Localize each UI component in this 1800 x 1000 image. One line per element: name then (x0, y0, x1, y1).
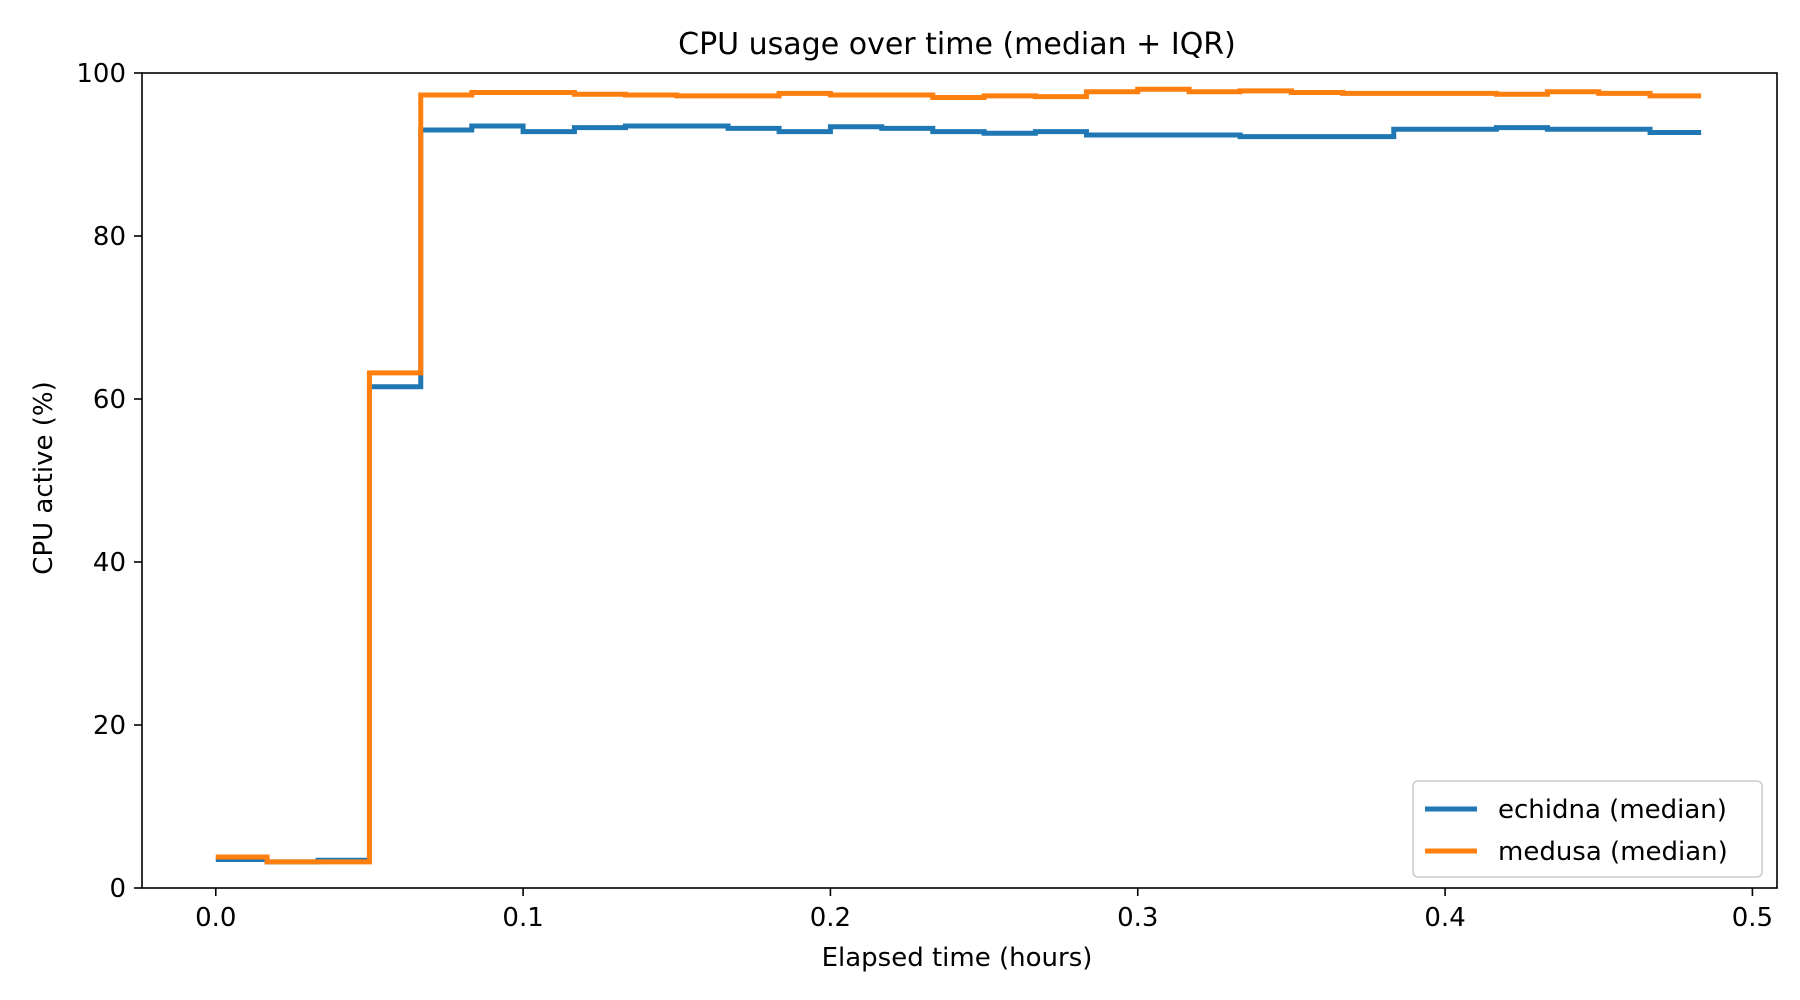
x-tick-label: 0.1 (502, 903, 543, 933)
legend-label-1: echidna (median) (1498, 795, 1727, 825)
legend-box (1412, 780, 1763, 878)
x-axis-label: Elapsed time (hours) (822, 943, 1093, 973)
chart-title: CPU usage over time (median + IQR) (678, 27, 1236, 62)
x-tick-label: 0.4 (1424, 903, 1465, 933)
y-tick-label: 60 (93, 385, 126, 415)
y-tick-label: 40 (93, 548, 126, 578)
y-tick-label: 20 (93, 711, 126, 741)
plot-frame (141, 72, 1778, 889)
y-tick-label: 80 (93, 222, 126, 252)
x-tick-label: 0.3 (1117, 903, 1158, 933)
x-tick-label: 0.0 (195, 903, 236, 933)
plot-area (141, 72, 1778, 889)
y-axis-label: CPU active (%) (29, 381, 59, 574)
legend: echidna (median) medusa (median) (1412, 780, 1763, 878)
legend-label-2: medusa (median) (1498, 837, 1728, 867)
y-tick-label: 100 (76, 59, 126, 89)
series-line-2 (215, 86, 1702, 865)
x-tick-label: 0.2 (810, 903, 851, 933)
series-line-1 (215, 123, 1702, 865)
y-tick-label: 0 (109, 874, 126, 904)
x-tick-label: 0.5 (1732, 903, 1773, 933)
y-axis: 0 20 40 60 80 100 (76, 59, 142, 904)
x-axis: 0.0 0.1 0.2 0.3 0.4 0.5 (195, 888, 1773, 933)
